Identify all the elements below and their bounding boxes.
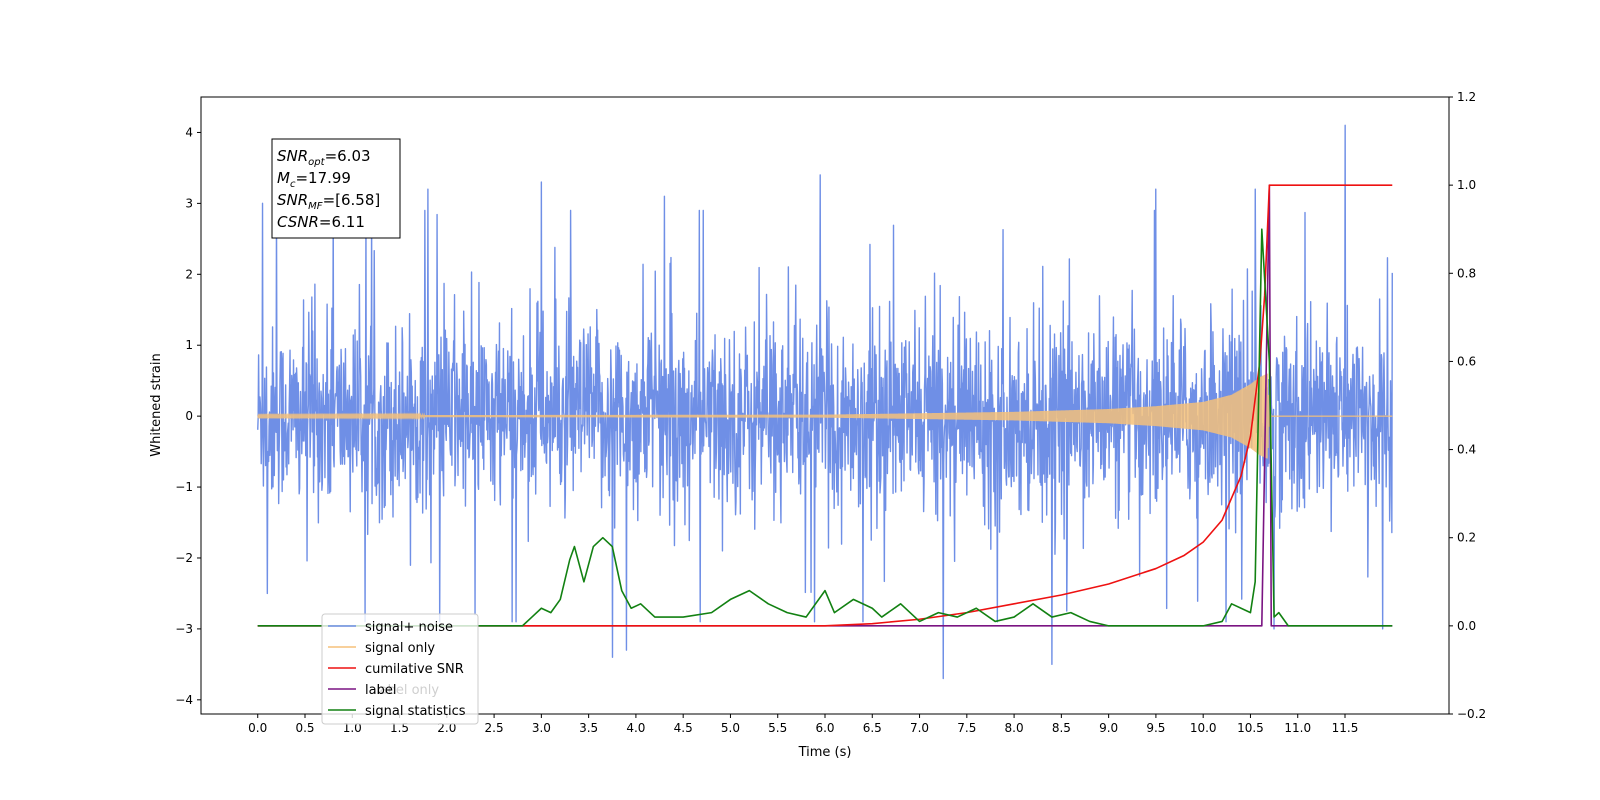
- x-tick-label: 2.5: [485, 721, 504, 735]
- y-right-tick-label: −0.2: [1457, 707, 1486, 721]
- annotation-line: Mc=17.99: [277, 169, 351, 190]
- x-tick-label: 11.0: [1284, 721, 1311, 735]
- y-left-tick-label: 2: [185, 267, 193, 281]
- x-tick-label: 6.0: [815, 721, 834, 735]
- annotation-line: CSNR=6.11: [277, 213, 365, 231]
- x-tick-label: 4.5: [674, 721, 693, 735]
- legend-label: signal only: [365, 641, 435, 656]
- y-right-tick-label: 0.8: [1457, 266, 1476, 280]
- x-tick-label: 11.5: [1332, 721, 1359, 735]
- y-left-tick-label: 1: [185, 338, 193, 352]
- x-tick-label: 7.0: [910, 721, 929, 735]
- annotation-line: SNRopt=6.03: [277, 147, 371, 168]
- annotation-frame: [271, 138, 401, 239]
- y-left-tick-label: 0: [185, 409, 193, 423]
- legend-label: signal+ noise: [365, 620, 453, 635]
- legend-frame: [321, 613, 479, 725]
- x-tick-label: 7.5: [957, 721, 976, 735]
- legend: label only signal+ noise signal only cumila…: [321, 613, 479, 725]
- x-tick-label: 4.0: [626, 721, 645, 735]
- x-axis-label: Time (s): [798, 745, 852, 760]
- legend-label: signal statistics: [365, 704, 466, 719]
- y-right-tick-label: 0.6: [1457, 354, 1476, 368]
- y-left-tick-label: −3: [175, 622, 193, 636]
- x-tick-label: 8.5: [1052, 721, 1071, 735]
- series-layer: [257, 124, 1393, 680]
- y-left-tick-label: 4: [185, 125, 193, 139]
- legend-label: cumilative SNR: [365, 662, 464, 677]
- x-tick-label: 0.5: [295, 721, 314, 735]
- y-right-tick-label: 0.0: [1457, 619, 1476, 633]
- x-tick-label: 5.0: [721, 721, 740, 735]
- x-tick-label: 9.5: [1146, 721, 1165, 735]
- legend-hidden-text: label only: [376, 683, 439, 698]
- ticks-layer: 0.0 0.5 1.0 1.5 2.0 2.5 3.0 3.5 4.0 4.5 5.0 5.5 6.0 6…: [175, 90, 1486, 735]
- x-tick-label: 3.0: [532, 721, 551, 735]
- y-left-tick-label: 3: [185, 196, 193, 210]
- y-right-tick-label: 0.2: [1457, 531, 1476, 545]
- y-right-tick-label: 1.2: [1457, 90, 1476, 104]
- x-tick-label: 3.5: [579, 721, 598, 735]
- x-tick-label: 9.0: [1099, 721, 1118, 735]
- x-tick-label: 6.5: [863, 721, 882, 735]
- series-cumulative-snr-line: [257, 184, 1393, 627]
- legend-label: label: [365, 683, 396, 698]
- y-left-tick-label: −2: [175, 551, 193, 565]
- series-signal-only-line: [257, 373, 1393, 459]
- annotation-line: SNRMF=[6.58]: [277, 191, 380, 212]
- x-tick-label: 10.5: [1237, 721, 1264, 735]
- x-tick-label: 5.5: [768, 721, 787, 735]
- y-left-tick-label: −1: [175, 480, 193, 494]
- x-tick-label: 0.0: [248, 721, 267, 735]
- y-left-tick-label: −4: [175, 693, 193, 707]
- x-tick-label: 10.0: [1190, 721, 1217, 735]
- series-signal-statistics-line: [257, 228, 1393, 627]
- y-axis-label: Whitened strain: [149, 353, 164, 456]
- y-right-tick-label: 0.4: [1457, 443, 1476, 457]
- x-tick-label: 8.0: [1005, 721, 1024, 735]
- y-right-tick-label: 1.0: [1457, 178, 1476, 192]
